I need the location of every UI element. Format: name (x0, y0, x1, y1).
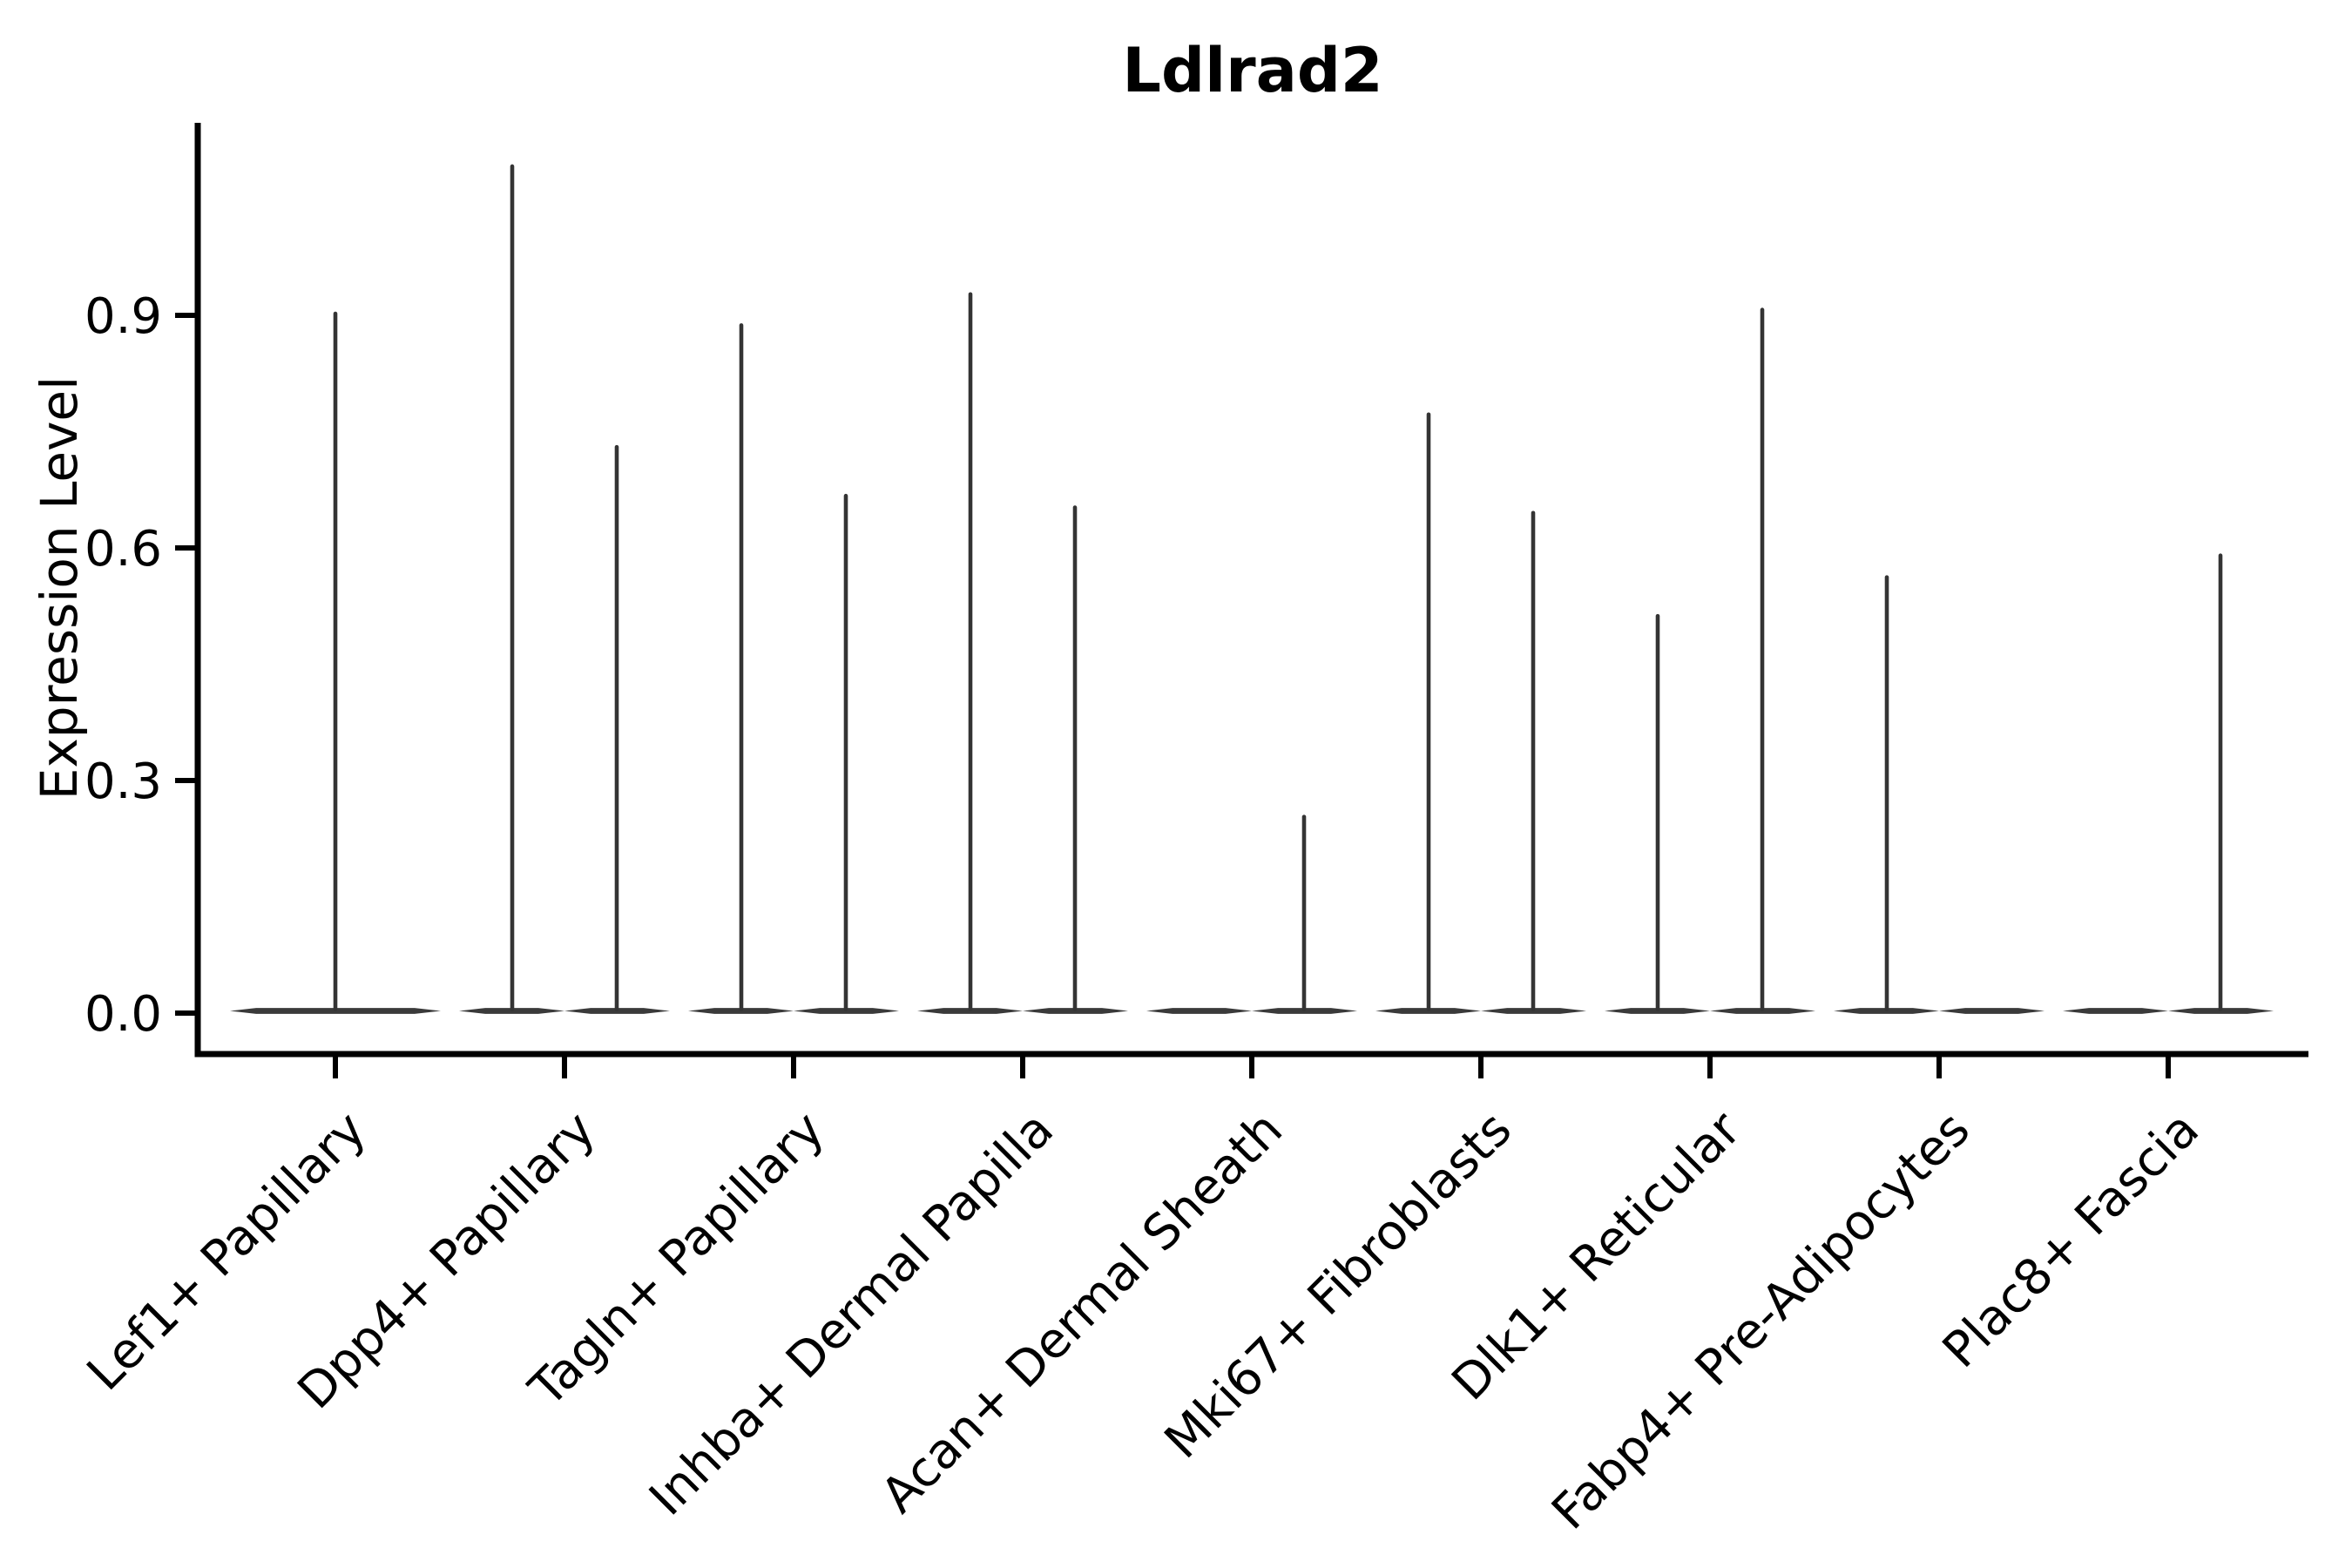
plot-title: Ldlrad2 (1122, 35, 1382, 106)
x-tick-label: Fabp4+ Pre-Adipocytes (1541, 1101, 1981, 1541)
violin-zero-density (1939, 1008, 2044, 1014)
violin-zero-density (2063, 1008, 2168, 1014)
y-tick-label: 0.9 (84, 288, 162, 345)
y-ticks: 0.0 0.3 0.6 0.9 (84, 288, 198, 1043)
violin-7 (1605, 308, 1815, 1014)
violin-5 (1146, 814, 1357, 1014)
violin-9 (2063, 553, 2274, 1014)
violin-zero-density (1146, 1008, 1252, 1014)
y-axis-label: Expression Level (30, 376, 89, 800)
violin-8 (1834, 575, 2044, 1014)
violin-1 (230, 311, 441, 1014)
y-tick-label: 0.3 (84, 754, 162, 810)
violin-2 (459, 164, 670, 1014)
violin-6 (1375, 412, 1586, 1014)
x-tick-label: Inhba+ Dermal Papilla (639, 1101, 1064, 1527)
violins (230, 164, 2274, 1014)
violin-3 (688, 323, 899, 1014)
y-tick-label: 0.6 (84, 521, 162, 578)
y-tick-label: 0.0 (84, 986, 162, 1043)
violin-4 (917, 292, 1128, 1014)
x-tick-label: Acan+ Dermal Sheath (870, 1101, 1294, 1524)
